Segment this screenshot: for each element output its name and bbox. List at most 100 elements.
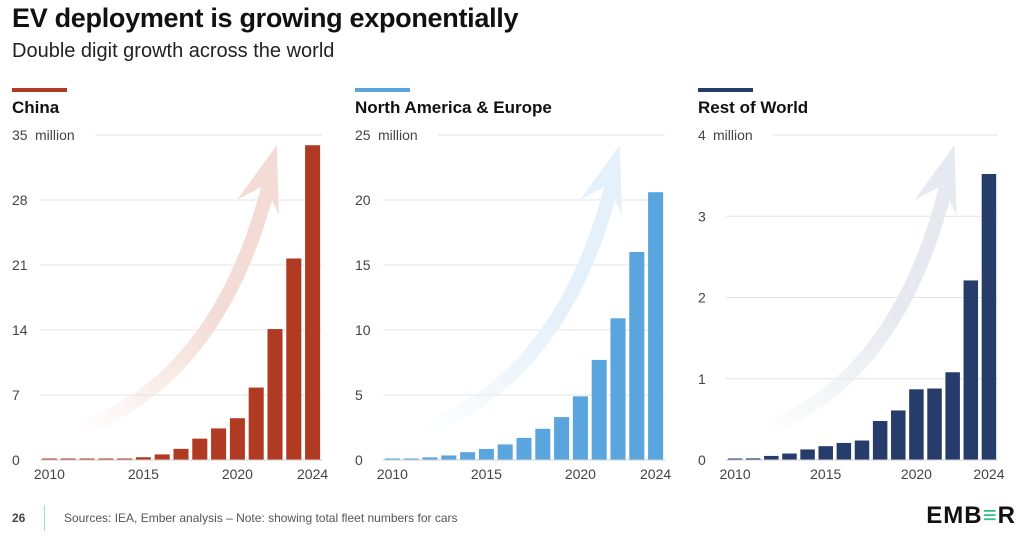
bar-2020 xyxy=(909,389,924,460)
bar-2018 xyxy=(535,428,551,460)
bar-2018 xyxy=(872,421,888,460)
chart-title: North America & Europe xyxy=(355,98,552,117)
chart-panel-china: China 0 7 14 21 28 35 million 2010 2015 2020 2024 xyxy=(12,86,342,491)
growth-arrow-shaft xyxy=(418,183,619,437)
bar-2024 xyxy=(981,174,997,460)
y-tick-label: 1 xyxy=(698,371,706,387)
bar-2022 xyxy=(610,318,626,460)
bar-2012 xyxy=(764,455,779,460)
bar-2012 xyxy=(79,458,95,460)
y-tick-label: 0 xyxy=(698,452,706,468)
y-tick-label: 15 xyxy=(355,257,371,273)
x-tick-label: 2024 xyxy=(640,466,671,482)
bar-2016 xyxy=(154,454,170,460)
page-number: 26 xyxy=(12,511,26,525)
bar-2010 xyxy=(41,458,57,460)
bar-2013 xyxy=(98,458,114,460)
y-tick-label: 35 xyxy=(12,127,28,143)
chart-panel-north-america-europe: North America & Europe 0 5 10 15 20 25 million… xyxy=(355,86,685,491)
bar-2024 xyxy=(305,145,321,460)
bar-2019 xyxy=(211,428,227,460)
y-tick-label: 4 xyxy=(698,127,706,143)
ember-logo: EMB≡R xyxy=(926,502,1016,530)
y-tick-label: 2 xyxy=(698,290,706,306)
y-unit-label: million xyxy=(378,127,418,143)
y-tick-label: 5 xyxy=(355,387,363,403)
growth-arrow-head xyxy=(914,145,957,215)
growth-arrow-head xyxy=(579,145,622,215)
bar-2013 xyxy=(441,455,457,460)
y-unit-label: million xyxy=(35,127,75,143)
bar-2014 xyxy=(460,452,476,460)
growth-arrow-shaft xyxy=(759,183,954,437)
bar-2013 xyxy=(782,453,797,460)
y-tick-label: 14 xyxy=(12,322,28,338)
logo-part-2: ≡ xyxy=(982,502,998,529)
chart-panel-rest-of-world: Rest of World 0 1 2 3 4 million 2010 2015 2020 20… xyxy=(698,86,1018,491)
y-unit-label: million xyxy=(713,127,753,143)
source-note: Sources: IEA, Ember analysis – Note: sho… xyxy=(64,511,458,525)
bar-2017 xyxy=(173,448,189,460)
bar-2020 xyxy=(229,418,245,460)
bar-2022 xyxy=(945,372,960,460)
x-tick-label: 2020 xyxy=(222,466,253,482)
x-tick-label: 2020 xyxy=(565,466,596,482)
x-tick-label: 2010 xyxy=(34,466,65,482)
x-tick-label: 2010 xyxy=(719,466,750,482)
logo-part-1: EMB xyxy=(926,502,983,529)
bar-2020 xyxy=(572,396,588,460)
bar-2011 xyxy=(403,458,419,460)
bar-2012 xyxy=(422,457,438,460)
x-tick-label: 2010 xyxy=(377,466,408,482)
bar-2023 xyxy=(629,252,645,460)
y-tick-label: 28 xyxy=(12,192,28,208)
chart-svg: 0 7 14 21 28 35 million 2010 2015 2020 2024 xyxy=(12,127,328,482)
accent-bar xyxy=(698,88,753,92)
y-tick-label: 25 xyxy=(355,127,371,143)
page-title: EV deployment is growing exponentially xyxy=(12,3,519,33)
y-tick-label: 10 xyxy=(355,322,371,338)
bar-2021 xyxy=(927,388,942,460)
footer-divider xyxy=(44,505,45,531)
x-tick-label: 2015 xyxy=(128,466,159,482)
logo-part-3: R xyxy=(997,502,1016,529)
x-tick-label: 2020 xyxy=(901,466,932,482)
bar-2022 xyxy=(267,329,283,460)
bar-2024 xyxy=(648,192,664,460)
accent-bar xyxy=(12,88,67,92)
y-tick-label: 21 xyxy=(12,257,28,273)
chart-svg: 0 1 2 3 4 million 2010 2015 2020 2024 xyxy=(698,127,1005,482)
bar-2023 xyxy=(963,280,979,460)
bar-2011 xyxy=(745,458,761,460)
growth-arrow-shaft xyxy=(75,183,276,437)
y-tick-label: 20 xyxy=(355,192,371,208)
x-tick-label: 2024 xyxy=(973,466,1004,482)
bar-2014 xyxy=(117,458,133,460)
y-tick-label: 7 xyxy=(12,387,20,403)
bar-2021 xyxy=(591,359,607,460)
bar-2015 xyxy=(818,446,833,460)
bar-2019 xyxy=(554,417,570,460)
bar-2010 xyxy=(727,458,743,460)
bar-2015 xyxy=(135,457,151,460)
bar-2016 xyxy=(497,444,513,460)
chart-title: Rest of World xyxy=(698,98,809,117)
page-subtitle: Double digit growth across the world xyxy=(12,40,335,62)
bar-2010 xyxy=(384,458,400,460)
bar-2016 xyxy=(836,442,852,460)
x-tick-label: 2015 xyxy=(471,466,502,482)
bar-2018 xyxy=(192,438,208,460)
y-tick-label: 0 xyxy=(355,452,363,468)
bar-2015 xyxy=(478,448,494,460)
chart-svg: 0 5 10 15 20 25 million 2010 2015 2020 2024 xyxy=(355,127,671,482)
bar-2017 xyxy=(516,437,532,460)
y-tick-label: 0 xyxy=(12,452,20,468)
bar-2023 xyxy=(286,258,302,460)
bar-2017 xyxy=(854,440,870,460)
chart-title: China xyxy=(12,98,60,117)
bar-2021 xyxy=(248,387,264,460)
growth-arrow-head xyxy=(236,145,279,215)
x-tick-label: 2015 xyxy=(810,466,841,482)
accent-bar xyxy=(355,88,410,92)
bar-2011 xyxy=(60,458,76,460)
